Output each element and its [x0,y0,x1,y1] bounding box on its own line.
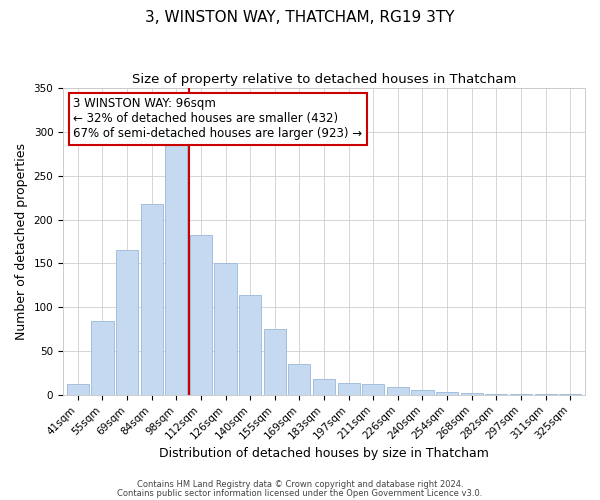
Bar [313,379,335,395]
Bar [362,384,385,395]
Bar [387,387,409,395]
Bar [338,382,360,395]
Bar [559,394,581,395]
Bar [91,321,113,395]
Bar [140,204,163,395]
Text: Contains public sector information licensed under the Open Government Licence v3: Contains public sector information licen… [118,488,482,498]
Bar [116,250,138,395]
Text: Contains HM Land Registry data © Crown copyright and database right 2024.: Contains HM Land Registry data © Crown c… [137,480,463,489]
Bar [510,394,532,395]
Y-axis label: Number of detached properties: Number of detached properties [15,143,28,340]
Bar [67,384,89,395]
Bar [239,295,261,395]
Text: 3 WINSTON WAY: 96sqm
← 32% of detached houses are smaller (432)
67% of semi-deta: 3 WINSTON WAY: 96sqm ← 32% of detached h… [73,98,362,140]
Bar [412,390,434,395]
Bar [190,236,212,395]
Bar [289,364,310,395]
Bar [263,329,286,395]
X-axis label: Distribution of detached houses by size in Thatcham: Distribution of detached houses by size … [159,447,489,460]
Bar [535,394,557,395]
Bar [214,264,236,395]
Bar [485,394,508,395]
Bar [461,393,483,395]
Bar [436,392,458,395]
Title: Size of property relative to detached houses in Thatcham: Size of property relative to detached ho… [132,72,516,86]
Bar [165,144,187,395]
Text: 3, WINSTON WAY, THATCHAM, RG19 3TY: 3, WINSTON WAY, THATCHAM, RG19 3TY [145,10,455,25]
